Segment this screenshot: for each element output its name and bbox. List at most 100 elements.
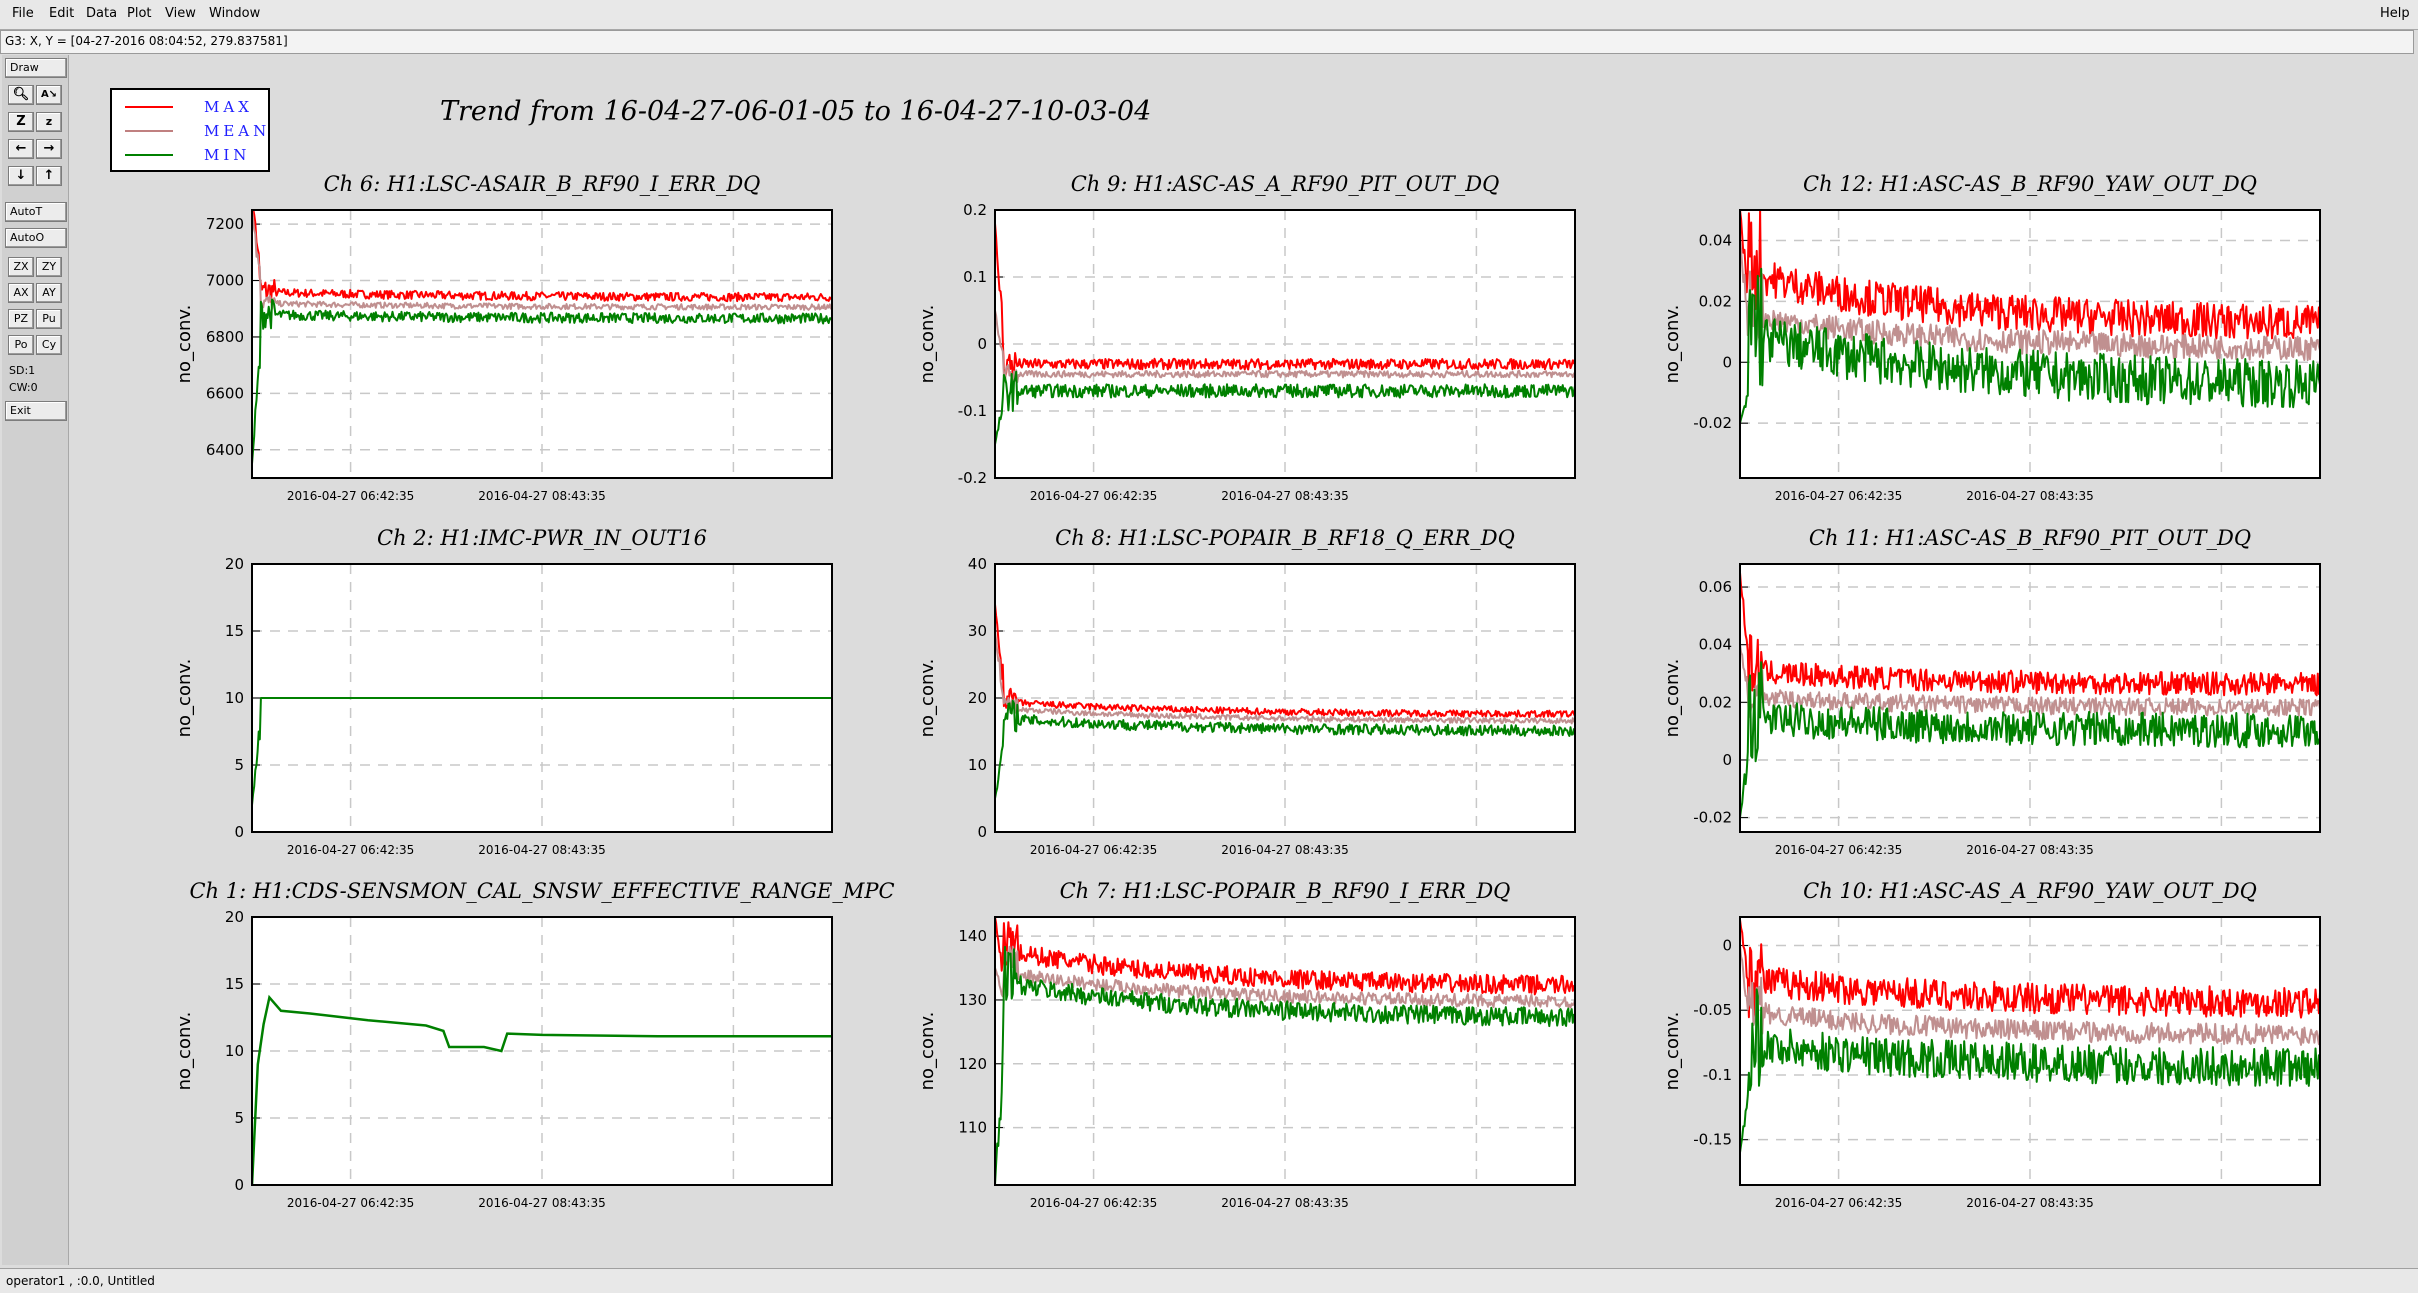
y-axis-label: no_conv. (174, 305, 195, 384)
pan-up-icon[interactable]: ↑ (36, 166, 62, 186)
po-button[interactable]: Po (8, 335, 34, 355)
x-tick-label: 2016-04-27 08:43:35 (478, 1196, 605, 1210)
pan-down-icon[interactable]: ↓ (8, 166, 34, 186)
x-tick-label: 2016-04-27 06:42:35 (1775, 843, 1902, 857)
series-line-max (995, 223, 1575, 379)
auto-x-button[interactable]: AX (8, 283, 34, 303)
y-tick-label: -0.02 (1693, 809, 1732, 827)
pan-right-icon[interactable]: → (36, 139, 62, 159)
legend-label-min: MIN (204, 146, 251, 164)
y-axis-label: no_conv. (917, 659, 938, 738)
x-tick-label: 2016-04-27 08:43:35 (1221, 1196, 1348, 1210)
series-line-mean (1740, 945, 2320, 1046)
auto-t-button[interactable]: AutoT (5, 202, 67, 222)
series-line-min (1740, 267, 2320, 424)
series-line-min (1740, 988, 2320, 1153)
series-line-mean (252, 210, 832, 311)
y-tick-label: 0.02 (1699, 693, 1732, 711)
series-line-mean (995, 945, 1575, 1009)
legend-swatch-min (125, 154, 173, 156)
series-line-mean (995, 310, 1575, 384)
plot-frame (251, 563, 833, 833)
y-tick-label: -0.2 (958, 469, 987, 487)
plot-title: Ch 11: H1:ASC-AS_B_RF90_PIT_OUT_DQ (1808, 526, 2252, 550)
menu-data[interactable]: Data (86, 6, 118, 21)
cy-button[interactable]: Cy (36, 335, 62, 355)
menu-file[interactable]: File (12, 6, 34, 21)
y-tick-label: -0.15 (1693, 1131, 1732, 1149)
y-tick-label: 0 (977, 335, 987, 353)
magnify-icon[interactable]: 🔍︎ (8, 85, 34, 105)
plot-title: Ch 12: H1:ASC-AS_B_RF90_YAW_OUT_DQ (1803, 172, 2257, 196)
y-tick-label: 7000 (206, 272, 244, 290)
series-line-max (252, 210, 832, 303)
pz-button[interactable]: PZ (8, 309, 34, 329)
menu-window[interactable]: Window (209, 6, 261, 21)
y-tick-label: -0.1 (1703, 1066, 1732, 1084)
series-line-min (995, 370, 1575, 445)
series-line-mean (995, 630, 1575, 725)
plot-frame (1739, 916, 2321, 1186)
series-line-min (252, 994, 832, 1185)
plot-frame (1739, 209, 2321, 479)
x-tick-label: 2016-04-27 08:43:35 (478, 489, 605, 503)
y-tick-label: 20 (225, 908, 244, 926)
zoom-x-button[interactable]: ZX (8, 257, 34, 277)
y-axis-label: no_conv. (917, 305, 938, 384)
legend-item-min: MIN (122, 144, 267, 166)
series-line-mean (1740, 240, 2320, 362)
menu-view[interactable]: View (165, 6, 196, 21)
zoom-out-icon[interactable]: z (36, 112, 62, 132)
y-tick-label: 0.2 (963, 201, 987, 219)
plot-frame (994, 563, 1576, 833)
coordinate-readout: G3: X, Y = [04-27-2016 08:04:52, 279.837… (5, 34, 288, 48)
pu-button[interactable]: Pu (36, 309, 62, 329)
x-tick-label: 2016-04-27 08:43:35 (1966, 489, 2093, 503)
x-tick-label: 2016-04-27 06:42:35 (1775, 1196, 1902, 1210)
x-tick-label: 2016-04-27 06:42:35 (1775, 489, 1902, 503)
menu-bar: File Edit Data Plot View Window Help (0, 0, 2418, 30)
y-tick-label: 15 (225, 975, 244, 993)
menu-plot[interactable]: Plot (127, 6, 152, 21)
zoom-in-icon[interactable]: Z (8, 112, 34, 132)
plot-title: Ch 10: H1:ASC-AS_A_RF90_YAW_OUT_DQ (1803, 879, 2257, 903)
draw-button[interactable]: Draw (5, 58, 67, 78)
sd-label: SD:1 (9, 364, 36, 377)
text-tool-icon[interactable]: A↘ (36, 85, 62, 105)
coordinate-readout-bar: G3: X, Y = [04-27-2016 08:04:52, 279.837… (0, 30, 2414, 54)
legend-swatch-max (125, 106, 173, 108)
menu-help[interactable]: Help (2380, 6, 2410, 21)
pan-left-icon[interactable]: ← (8, 139, 34, 159)
series-line-max (1740, 572, 2320, 700)
series-line-max (1740, 210, 2320, 340)
y-axis-label: no_conv. (1662, 659, 1683, 738)
exit-button[interactable]: Exit (5, 401, 67, 421)
auto-o-button[interactable]: AutoO (5, 228, 67, 248)
y-tick-label: 20 (225, 555, 244, 573)
y-tick-label: -0.05 (1693, 1001, 1732, 1019)
y-tick-label: 10 (225, 689, 244, 707)
plot-frame (251, 916, 833, 1186)
x-tick-label: 2016-04-27 08:43:35 (1221, 489, 1348, 503)
y-tick-label: 40 (968, 555, 987, 573)
x-tick-label: 2016-04-27 08:43:35 (1221, 843, 1348, 857)
plot-title: Ch 1: H1:CDS-SENSMON_CAL_SNSW_EFFECTIVE_… (189, 879, 895, 903)
series-line-max (1740, 919, 2320, 1020)
menu-edit[interactable]: Edit (49, 6, 75, 21)
y-axis-label: no_conv. (1662, 305, 1683, 384)
y-tick-label: 120 (958, 1055, 987, 1073)
y-tick-label: 0 (977, 823, 987, 841)
trend-title: Trend from 16-04-27-06-01-05 to 16-04-27… (440, 96, 1152, 127)
auto-y-button[interactable]: AY (36, 283, 62, 303)
zoom-y-button[interactable]: ZY (36, 257, 62, 277)
y-axis-label: no_conv. (917, 1012, 938, 1091)
